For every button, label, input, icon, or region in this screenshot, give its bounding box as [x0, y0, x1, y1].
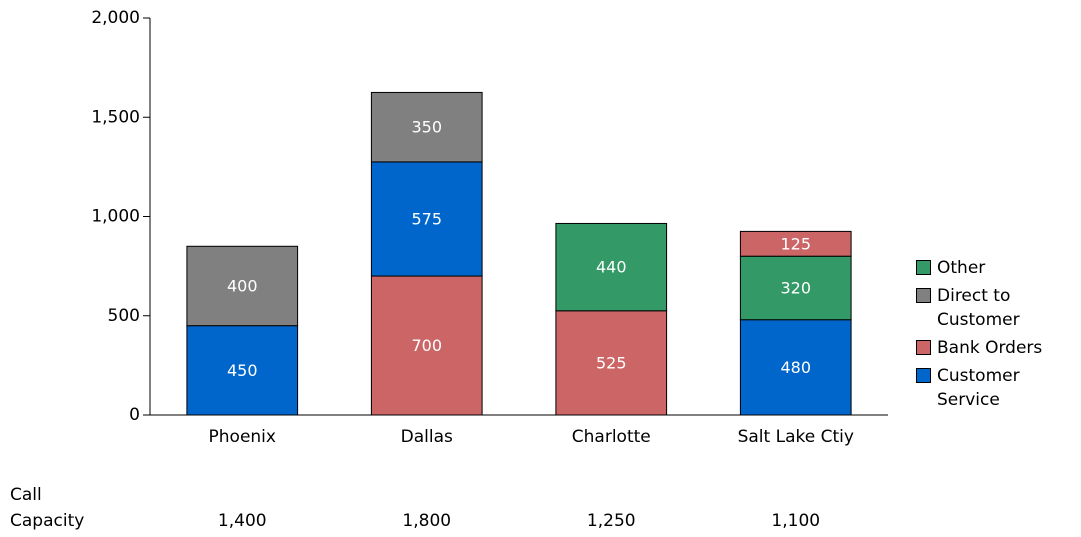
table-value: 1,250 [587, 511, 636, 531]
legend-item: Direct to Customer [916, 284, 1076, 332]
table-value: 1,800 [402, 511, 451, 531]
y-tick-label: 1,000 [91, 207, 140, 227]
legend: Other Direct to Customer Bank Orders Custom… [916, 256, 1076, 416]
value-label: 575 [411, 209, 442, 228]
table-value: 1,100 [771, 511, 820, 531]
x-tick-label: Charlotte [572, 427, 651, 447]
value-label: 480 [780, 358, 811, 377]
value-label: 400 [227, 276, 258, 295]
y-tick-label: 1,500 [91, 107, 140, 127]
legend-item: Bank Orders [916, 336, 1076, 360]
legend-swatch [916, 368, 931, 383]
bar-segment [370, 275, 483, 416]
bar-segment [370, 161, 483, 277]
value-label: 320 [780, 278, 811, 297]
bar-segment [370, 91, 483, 163]
legend-item: Customer Service [916, 364, 1076, 412]
value-label: 350 [411, 118, 442, 137]
legend-label: Bank Orders [937, 338, 1043, 358]
legend-label: Customer Service [937, 366, 1020, 410]
legend-swatch [916, 340, 931, 355]
bar-segment [555, 222, 668, 312]
table-row-label: Call Capacity [10, 485, 85, 531]
bar-segment [186, 245, 299, 327]
value-label: 525 [596, 353, 627, 372]
y-tick-label: 0 [129, 405, 140, 425]
legend-swatch [916, 260, 931, 275]
x-tick-label: Phoenix [209, 427, 276, 447]
bar-segment [739, 319, 852, 416]
x-tick-label: Dallas [401, 427, 453, 447]
legend-item: Other [916, 256, 1076, 280]
bar-segment [186, 325, 299, 416]
y-tick-label: 2,000 [91, 8, 140, 28]
value-label: 700 [411, 336, 442, 355]
legend-swatch [916, 288, 931, 303]
value-label: 125 [780, 234, 811, 253]
legend-label: Other [937, 258, 986, 278]
y-tick-label: 500 [108, 306, 140, 326]
value-label: 450 [227, 361, 258, 380]
x-tick-label: Salt Lake Ctiy [738, 427, 854, 447]
table-value: 1,400 [218, 511, 267, 531]
value-label: 440 [596, 258, 627, 277]
bar-segment [739, 255, 852, 321]
legend-label: Direct to Customer [937, 286, 1020, 330]
bar-segment [739, 230, 852, 257]
